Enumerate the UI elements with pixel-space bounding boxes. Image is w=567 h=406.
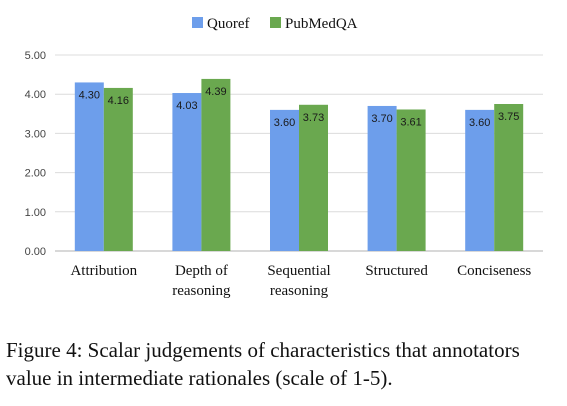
bar — [75, 82, 104, 251]
data-label: 3.75 — [498, 111, 519, 123]
y-tick-label: 2.00 — [25, 168, 46, 180]
x-tick-label: Sequential — [267, 263, 330, 279]
bar — [270, 110, 299, 251]
bar-chart: 0.00 1.00 2.00 3.00 4.00 5.00 4.30 4.16 Attribut… — [0, 0, 567, 330]
legend-label: Quoref — [207, 16, 249, 32]
y-tick-label: 4.00 — [25, 89, 46, 101]
figure-caption: Figure 4: Scalar judgements of character… — [6, 336, 562, 392]
y-tick-label: 1.00 — [25, 207, 46, 219]
bar — [494, 104, 523, 251]
x-tick-label: reasoning — [270, 283, 329, 299]
data-label: 4.30 — [79, 89, 100, 101]
bar — [299, 105, 328, 251]
legend-label: PubMedQA — [285, 16, 358, 32]
data-label: 3.60 — [274, 117, 295, 129]
bar — [104, 88, 133, 251]
data-label: 3.73 — [303, 112, 324, 124]
data-label: 4.39 — [205, 86, 226, 98]
data-label: 3.61 — [400, 116, 421, 128]
y-tick-label: 5.00 — [25, 50, 46, 62]
legend-swatch — [192, 17, 203, 28]
y-tick-label: 3.00 — [25, 128, 46, 140]
x-tick-label: Conciseness — [457, 263, 531, 279]
legend-swatch — [270, 17, 281, 28]
x-tick-label: Depth of — [175, 263, 228, 279]
y-tick-label: 0.00 — [25, 246, 46, 258]
bar — [465, 110, 494, 251]
data-label: 4.03 — [176, 100, 197, 112]
data-label: 3.70 — [371, 113, 392, 125]
x-tick-label: reasoning — [172, 283, 231, 299]
x-tick-label: Attribution — [70, 263, 137, 279]
bar — [397, 109, 426, 251]
bar — [172, 93, 201, 251]
bar — [201, 79, 230, 251]
data-label: 4.16 — [108, 95, 129, 107]
data-label: 3.60 — [469, 117, 490, 129]
x-tick-label: Structured — [365, 263, 428, 279]
bar — [368, 106, 397, 251]
